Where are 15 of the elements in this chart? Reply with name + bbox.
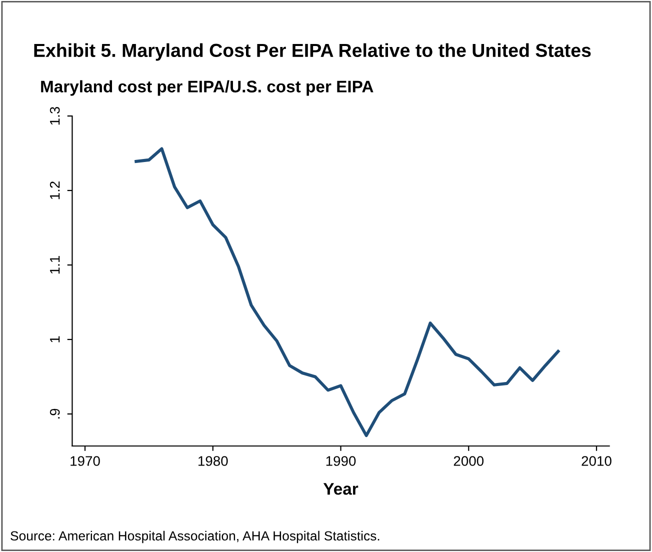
x-axis-title: Year xyxy=(323,483,358,495)
y-tick-label: 1.1 xyxy=(50,256,60,274)
x-tick-label: 2010 xyxy=(582,456,612,466)
x-tick-label: 1980 xyxy=(198,456,228,466)
y-tick-label: 1.3 xyxy=(50,106,60,125)
x-tick-label: 1970 xyxy=(70,456,100,466)
source-note: Source: American Hospital Association, AHA Hospital Statistics. xyxy=(10,530,380,544)
y-tick-label: 1 xyxy=(50,336,60,342)
x-tick-label: 1990 xyxy=(326,456,356,466)
y-axis-title: Maryland cost per EIPA/U.S. cost per EIPA xyxy=(41,80,374,96)
line-series xyxy=(134,147,560,438)
y-tick-label: .9 xyxy=(50,408,60,418)
y-tick-label: 1.2 xyxy=(50,182,60,200)
x-tick-label: 2000 xyxy=(454,456,484,466)
chart-title: Exhibit 5. Maryland Cost Per EIPA Relative to the United States xyxy=(34,43,591,61)
